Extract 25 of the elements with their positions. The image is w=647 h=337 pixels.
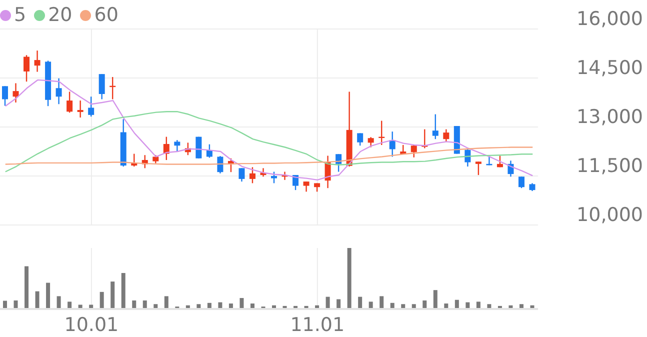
bar (24, 266, 29, 309)
bar (100, 292, 104, 309)
bar (380, 296, 384, 309)
x-tick-label: 10.01 (64, 314, 119, 336)
bar (326, 296, 330, 309)
bar (110, 282, 115, 309)
y-tick-label: 11,500 (576, 155, 643, 177)
bar (336, 299, 341, 309)
y-tick-label: 13,000 (576, 106, 643, 128)
bar (35, 291, 40, 309)
bar (56, 296, 61, 309)
legend-label: 60 (94, 4, 118, 26)
bar (46, 282, 50, 309)
bar (121, 273, 126, 309)
bar (347, 248, 352, 309)
x-tick-label: 11.01 (290, 314, 345, 336)
bar (240, 298, 244, 309)
legend-label: 5 (14, 4, 26, 26)
bar (164, 296, 168, 309)
y-tick-label: 16,000 (576, 8, 643, 30)
y-tick-label: 14,500 (576, 57, 643, 79)
y-tick-label: 10,000 (576, 204, 643, 226)
legend-label: 20 (48, 4, 72, 26)
bar (433, 290, 438, 309)
bar (358, 296, 362, 309)
